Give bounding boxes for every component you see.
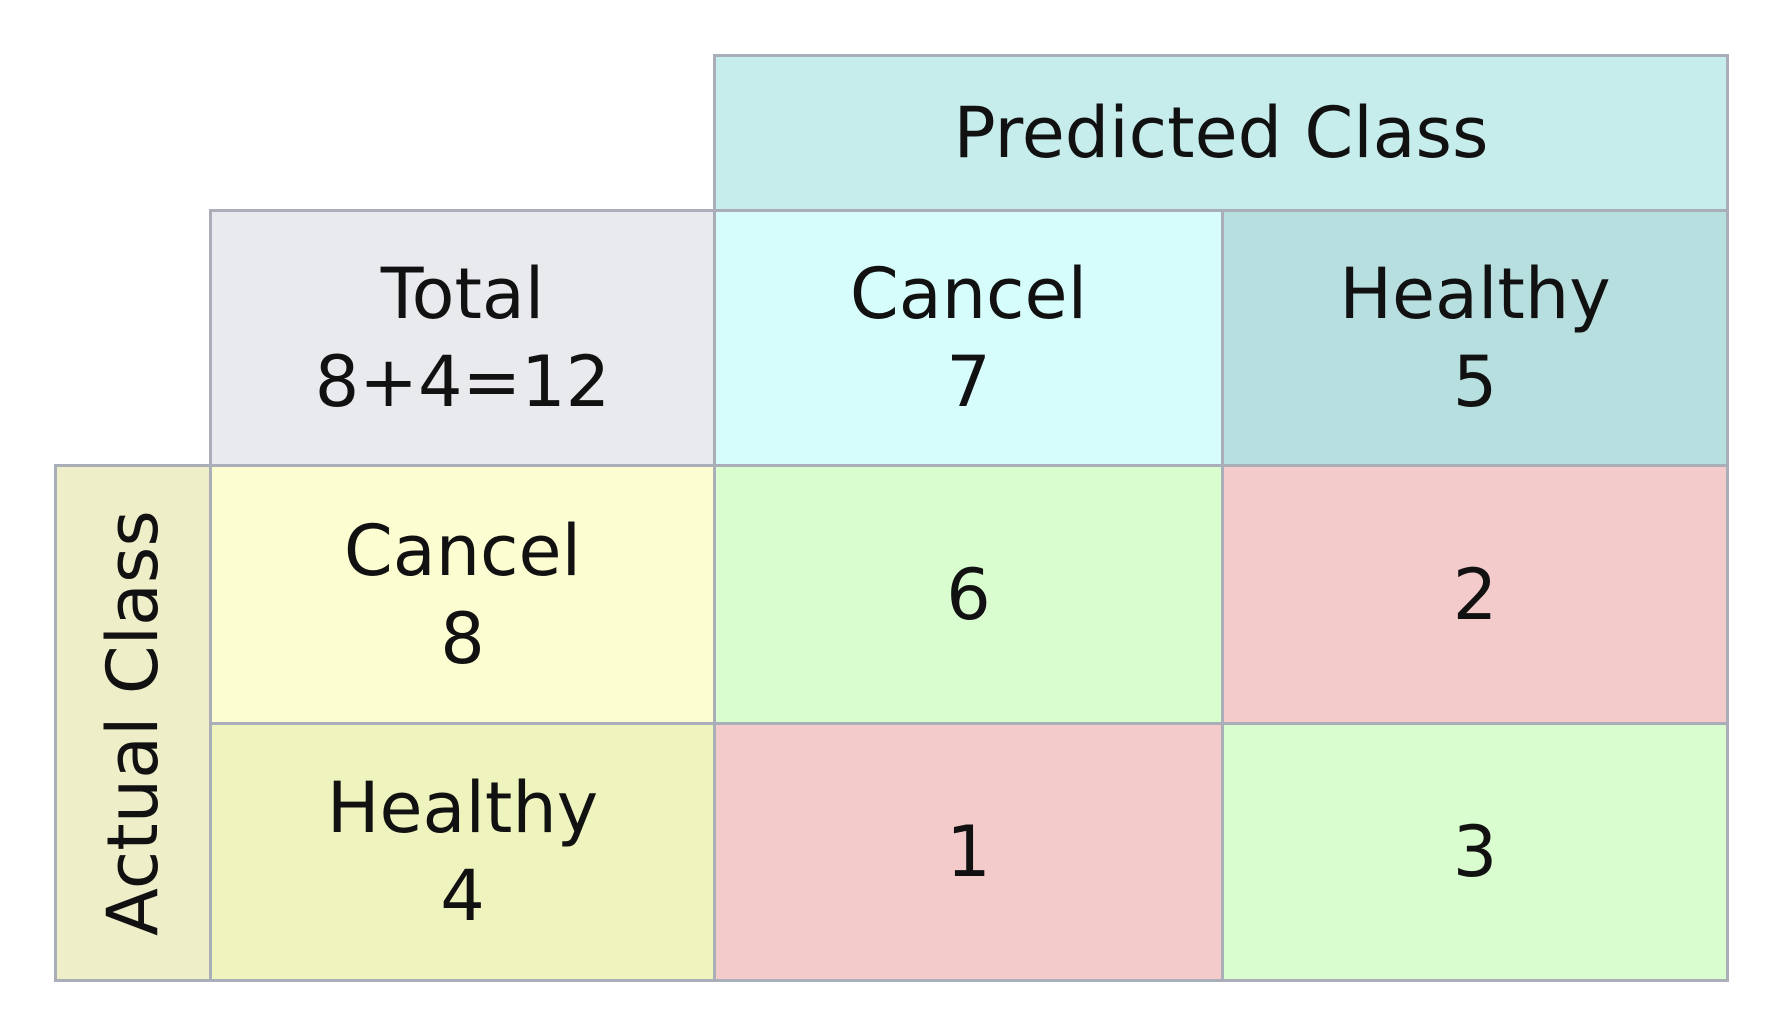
actual-cancel-count: 8: [440, 597, 485, 680]
total-label: Total: [380, 253, 545, 335]
actual-class-header: Actual Class: [54, 464, 212, 982]
total-cell: Total 8+4=12: [209, 209, 716, 467]
predicted-cancel-label: Cancel: [849, 253, 1088, 335]
predicted-healthy-label: Healthy: [1339, 253, 1611, 335]
predicted-healthy-cell: Healthy 5: [1221, 209, 1729, 467]
predicted-class-label: Predicted Class: [953, 92, 1489, 174]
predicted-cancel-count: 7: [946, 341, 991, 423]
predicted-class-header: Predicted Class: [713, 54, 1729, 212]
total-formula: 8+4=12: [314, 341, 611, 423]
true-negative-cell: 3: [1221, 722, 1729, 982]
false-negative-value: 2: [1452, 553, 1498, 636]
true-positive-value: 6: [946, 553, 991, 636]
true-negative-value: 3: [1452, 811, 1498, 893]
actual-cancel-label: Cancel: [343, 509, 582, 592]
false-positive-cell: 1: [713, 722, 1224, 982]
true-positive-cell: 6: [713, 464, 1224, 725]
predicted-cancel-cell: Cancel 7: [713, 209, 1224, 467]
predicted-healthy-count: 5: [1452, 341, 1498, 423]
actual-healthy-count: 4: [440, 855, 485, 937]
actual-cancel-cell: Cancel 8: [209, 464, 716, 725]
actual-class-label: Actual Class: [92, 510, 174, 936]
actual-healthy-cell: Healthy 4: [209, 722, 716, 982]
false-positive-value: 1: [946, 811, 991, 893]
actual-healthy-label: Healthy: [326, 767, 599, 849]
false-negative-cell: 2: [1221, 464, 1729, 725]
